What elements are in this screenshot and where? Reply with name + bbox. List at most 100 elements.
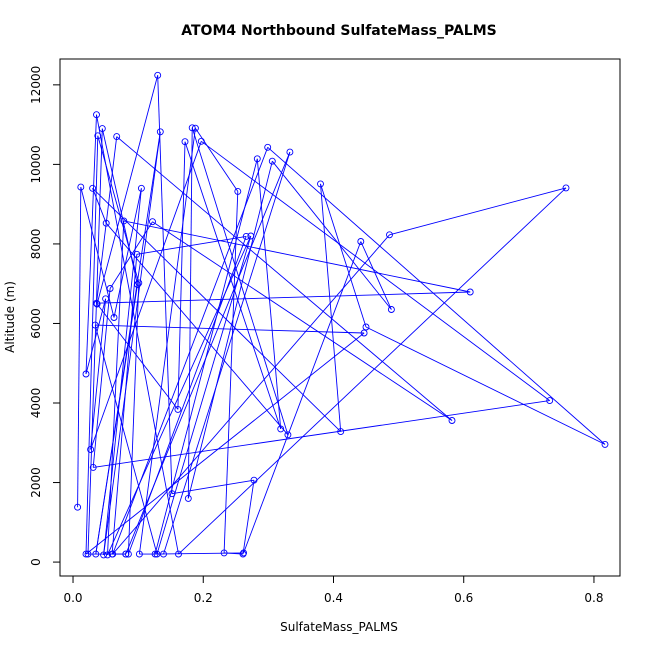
series-segment [95,324,365,334]
data-point [362,323,370,331]
data-point [110,314,118,321]
chart-title: ATOM4 Northbound SulfateMass_PALMS [181,23,496,39]
series-segment [271,160,392,310]
data-point [317,180,324,188]
series-segment [85,298,107,375]
series-segment [243,241,362,554]
series-segment [223,191,239,553]
data-point [253,155,261,163]
data-point [184,494,192,502]
data-point [74,503,82,511]
data-point [277,425,285,433]
series-segment [111,254,138,555]
series-segment [80,186,115,318]
points-group [74,71,609,559]
data-point [562,184,570,192]
y-tick-label: 0 [29,558,43,566]
data-point [135,279,143,287]
data-point [122,550,130,558]
data-point [247,232,255,240]
data-point [93,111,100,119]
data-point [466,288,474,296]
data-point [286,148,294,156]
series-segment [92,187,342,432]
series-group [77,75,606,556]
series-segment [123,220,471,293]
x-tick-label: 0.0 [63,591,82,605]
y-axis: 0 2000 4000 6000 8000 10000 12000 [29,66,61,566]
y-tick-label: 12000 [29,66,43,104]
data-point [191,124,199,132]
series-segment [96,291,471,304]
y-tick-label: 8000 [29,229,43,260]
data-point [174,405,182,413]
data-point [360,329,368,337]
series-segment [85,135,99,555]
data-point [92,550,100,558]
data-point [234,187,242,195]
data-point [124,550,132,558]
series-segment [156,235,252,555]
series-segment [187,161,273,499]
data-point [546,397,554,405]
data-point [82,550,90,558]
series-segment [107,220,125,555]
series-segment [320,183,367,328]
data-point [386,231,393,239]
x-tick-label: 0.2 [194,591,213,605]
series-segment [187,127,193,499]
data-point [120,217,128,225]
data-point [387,306,395,313]
series-segment [87,128,103,555]
series-segment [107,235,252,556]
data-point [100,551,108,559]
series-segment [157,75,173,494]
data-point [160,550,167,558]
series-segment [267,146,606,445]
data-point [168,490,176,498]
series-segment [90,298,107,450]
data-point [284,431,292,439]
data-point [108,550,116,558]
data-point [93,300,101,308]
series-segment [116,136,453,421]
data-point [240,549,248,557]
data-point [91,321,99,329]
data-point [84,550,92,558]
data-point [137,184,145,192]
data-point [181,138,189,146]
data-point [448,417,456,424]
data-point [106,285,114,292]
data-point [135,550,143,558]
data-point [93,299,100,307]
data-point [89,184,97,192]
data-point [188,124,196,132]
y-tick-label: 2000 [29,467,43,498]
series-segment [155,552,244,555]
data-point [220,549,228,557]
series-segment [178,187,567,555]
y-tick-label: 6000 [29,308,43,339]
series-segment [389,187,567,236]
series-segment [127,236,247,555]
data-point [94,132,102,140]
series-segment [365,326,606,445]
y-tick-label: 4000 [29,388,43,419]
series-segment [85,114,97,375]
series-segment [113,188,142,318]
data-point [104,551,111,559]
series-segment [163,151,291,555]
series-segment [152,221,453,421]
data-point [156,128,164,136]
data-point [357,238,365,245]
y-axis-label: Altitude (m) [3,281,17,353]
series-segment [103,131,161,555]
data-point [134,281,141,288]
data-point [242,232,250,240]
data-point [154,71,162,79]
series-segment [96,303,179,410]
data-point [601,440,609,448]
x-axis-label: SulfateMass_PALMS [280,620,398,634]
series-segment [97,135,140,284]
